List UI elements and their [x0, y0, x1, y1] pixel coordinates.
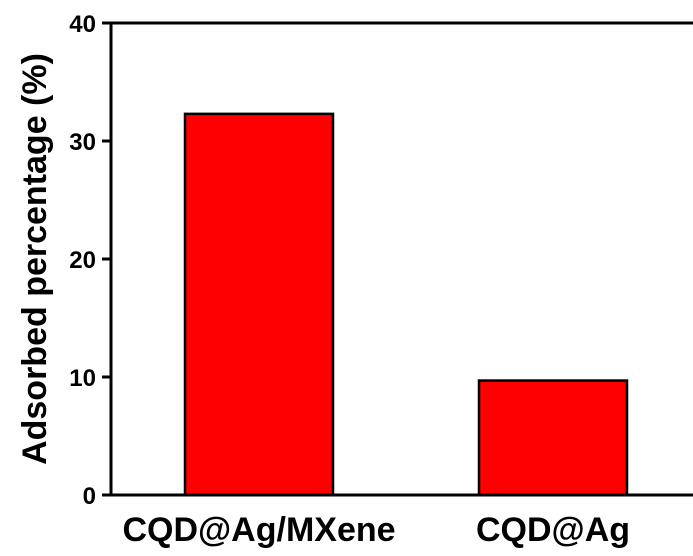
y-tick-label: 20 [69, 247, 96, 274]
y-axis-title: Adsorbed percentage (%) [16, 53, 54, 465]
y-ticks-group: 0 10 20 30 40 [69, 11, 111, 510]
x-category-label: CQD@Ag/MXene [122, 511, 395, 549]
bar-cqd-ag [477, 379, 629, 497]
y-tick-label: 0 [83, 483, 96, 510]
bar-cqd-ag-mxene [183, 112, 335, 497]
y-tick-label: 30 [69, 129, 96, 156]
y-tick-label: 10 [69, 365, 96, 392]
x-category-label: CQD@Ag [476, 511, 630, 549]
bars-group [183, 112, 629, 497]
x-labels-group: CQD@Ag/MXene CQD@Ag [122, 511, 630, 549]
y-tick-label: 40 [69, 11, 96, 38]
